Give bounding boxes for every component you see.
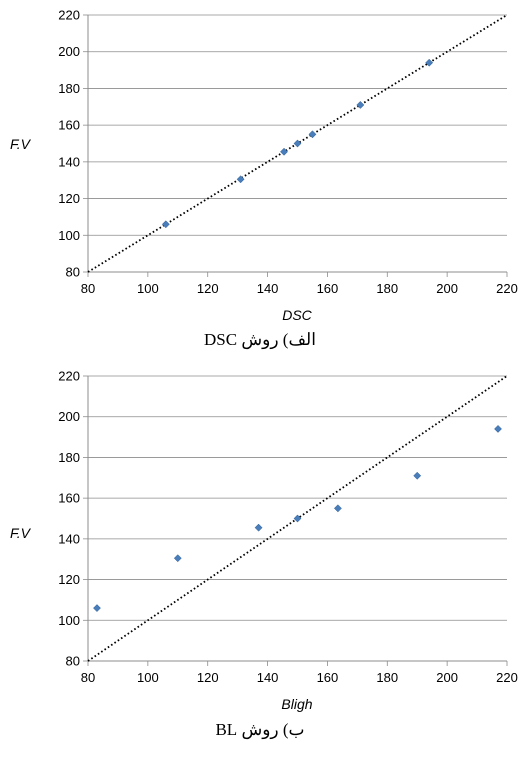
chart-caption: ب) روش BL — [215, 720, 305, 739]
y-tick-label: 200 — [58, 409, 80, 424]
data-point — [308, 130, 317, 139]
y-tick-label: 100 — [58, 613, 80, 628]
data-point — [173, 554, 182, 563]
data-point — [236, 175, 245, 184]
x-tick-label: 120 — [197, 670, 219, 685]
data-point — [356, 100, 365, 109]
x-tick-label: 180 — [376, 281, 398, 296]
x-tick-label: 200 — [436, 670, 458, 685]
x-tick-label: 120 — [197, 281, 219, 296]
data-point — [161, 220, 170, 229]
data-point — [293, 139, 302, 148]
y-tick-label: 120 — [58, 191, 80, 206]
scatter-chart-bligh: F.V Bligh 80 100 120 140 160 180 200 220 80 100 12… — [10, 369, 518, 713]
x-axis-title: Bligh — [281, 696, 312, 712]
chart-caption: الف) روش DSC — [204, 330, 316, 349]
y-tick-label: 160 — [58, 491, 80, 506]
data-point — [93, 604, 101, 613]
scatter-chart-dsc: F.V DSC 80 100 120 140 160 180 200 220 80 100 120 1… — [10, 8, 518, 324]
x-tick-label: 200 — [436, 281, 458, 296]
y-tick-label: 180 — [58, 450, 80, 465]
data-point — [333, 504, 342, 513]
y-axis-title: F.V — [10, 136, 32, 152]
y-tick-label: 140 — [58, 154, 80, 169]
data-point — [494, 424, 502, 433]
x-tick-label: 180 — [376, 670, 398, 685]
x-axis-title: DSC — [282, 307, 312, 323]
data-point — [425, 58, 434, 67]
y-tick-label: 200 — [58, 44, 80, 59]
x-tick-label: 140 — [257, 670, 279, 685]
x-tick-label: 160 — [317, 670, 339, 685]
y-tick-label: 220 — [58, 8, 80, 23]
data-point — [293, 514, 302, 523]
y-tick-label: 140 — [58, 531, 80, 546]
y-axis-title: F.V — [10, 525, 32, 541]
y-tick-label: 220 — [58, 369, 80, 384]
y-tick-label: 80 — [66, 654, 80, 669]
data-point — [413, 471, 422, 480]
x-tick-label: 80 — [81, 670, 95, 685]
x-tick-label: 220 — [496, 670, 518, 685]
data-point — [280, 147, 288, 156]
x-tick-label: 100 — [137, 670, 159, 685]
y-tick-label: 160 — [58, 118, 80, 133]
data-point — [254, 523, 263, 532]
x-tick-label: 160 — [317, 281, 339, 296]
x-tick-label: 220 — [496, 281, 518, 296]
y-tick-label: 120 — [58, 572, 80, 587]
y-tick-label: 100 — [58, 228, 80, 243]
x-tick-label: 100 — [137, 281, 159, 296]
x-tick-label: 140 — [257, 281, 279, 296]
y-tick-label: 80 — [66, 265, 80, 280]
y-tick-label: 180 — [58, 81, 80, 96]
x-tick-label: 80 — [81, 281, 95, 296]
